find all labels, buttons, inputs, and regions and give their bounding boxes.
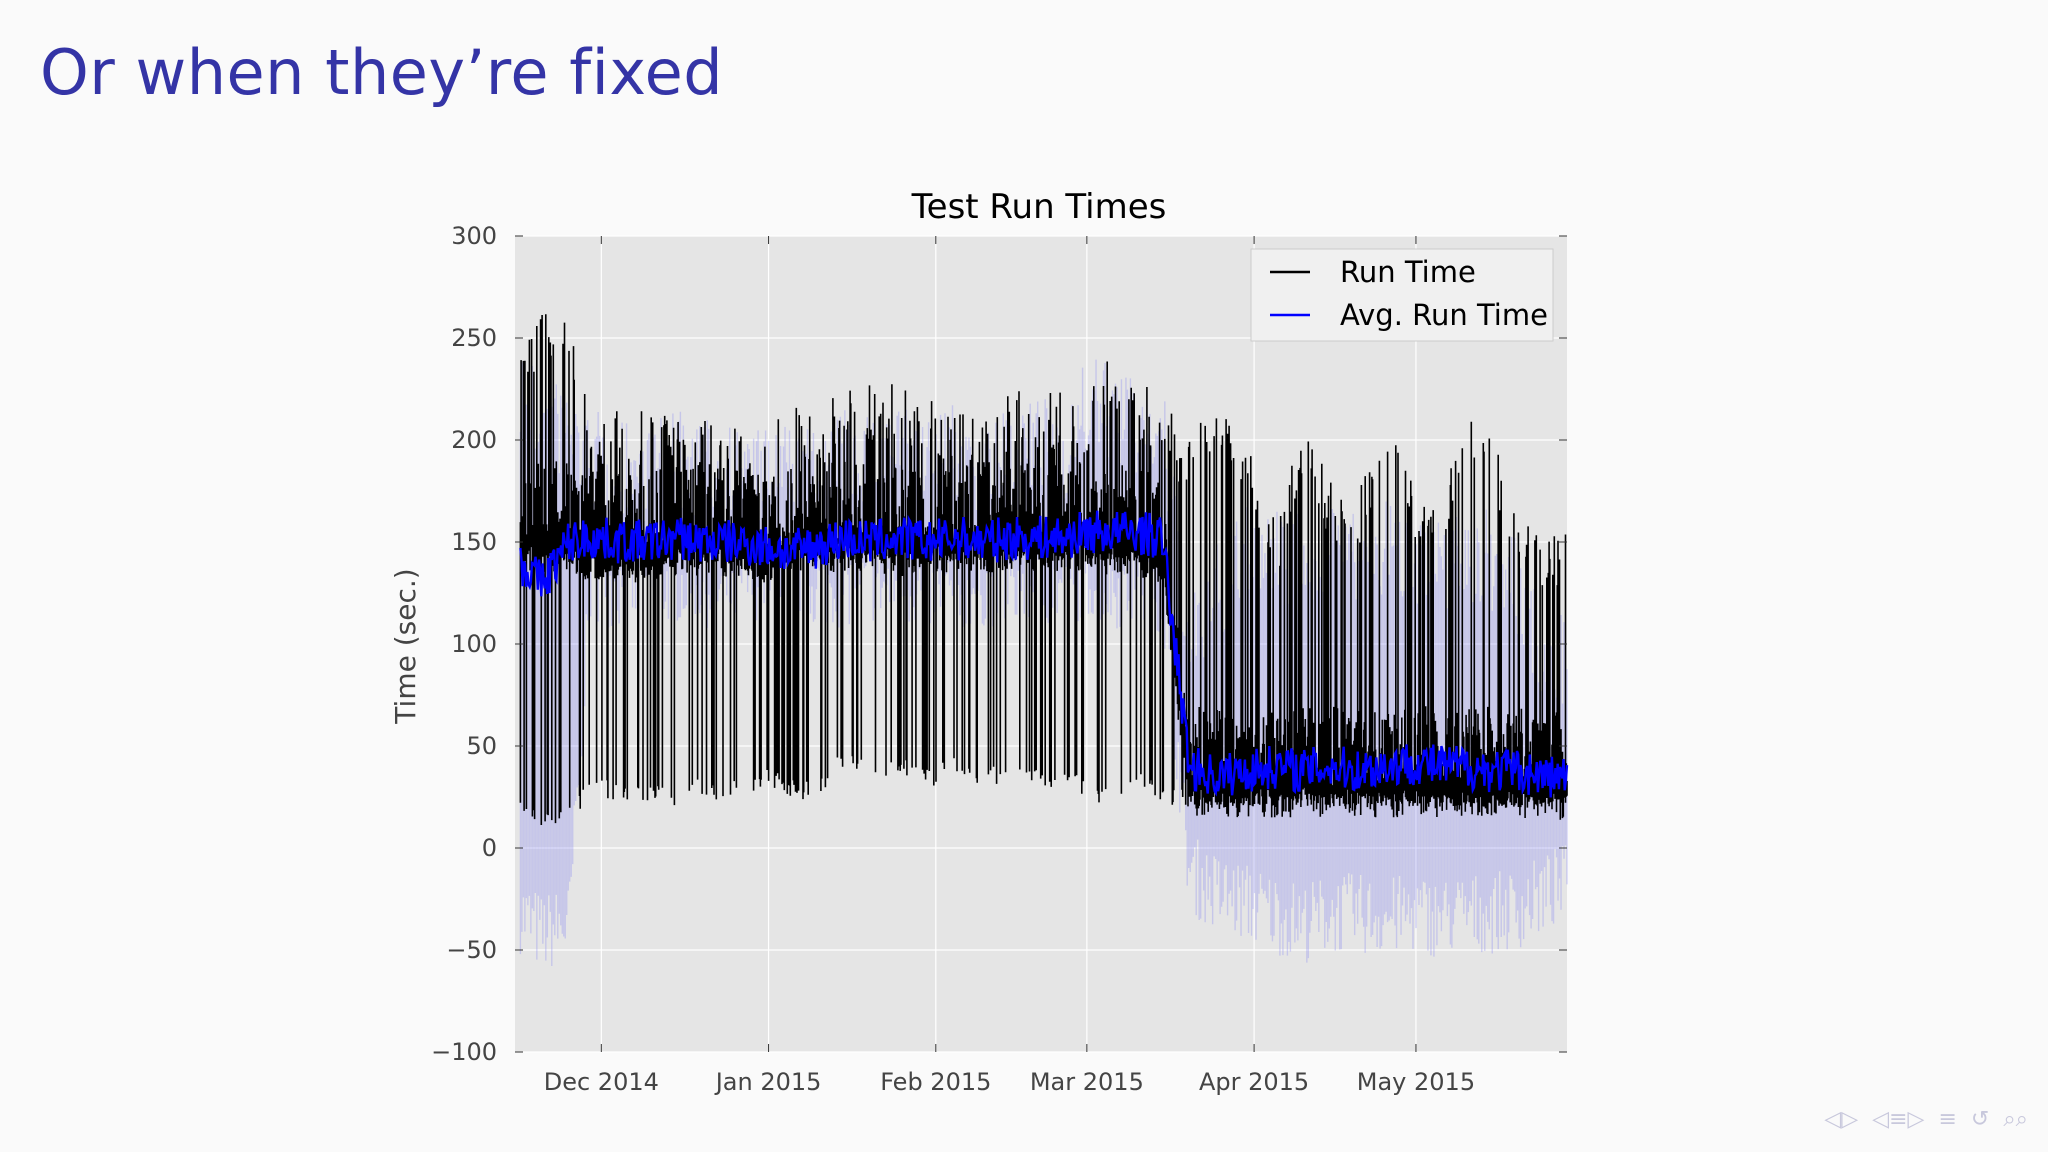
- legend-box: [1250, 248, 1554, 342]
- prev-frame-icon[interactable]: ◁≡▷: [1872, 1107, 1925, 1132]
- undo-icon[interactable]: ↺: [1970, 1107, 1990, 1132]
- y-tick-label: 300: [451, 222, 497, 250]
- y-axis-label: Time (sec.): [389, 568, 422, 724]
- slide-title: Or when they’re fixed: [40, 36, 724, 109]
- y-tick-label: −100: [431, 1038, 497, 1066]
- y-tick-label: 200: [451, 426, 497, 454]
- y-tick-label: 100: [451, 630, 497, 658]
- legend: Run Time Avg. Run Time: [1250, 248, 1554, 342]
- y-tick-label: 250: [451, 324, 497, 352]
- x-tick-label: Feb 2015: [880, 1068, 991, 1096]
- x-tick-label: Apr 2015: [1199, 1068, 1309, 1096]
- x-tick-label: May 2015: [1357, 1068, 1475, 1096]
- avg-run-time-series: [519, 510, 1569, 798]
- avg-run-time-line: [519, 510, 1569, 798]
- y-tick-label: 0: [482, 834, 497, 862]
- legend-run-time-label: Run Time: [1340, 255, 1476, 289]
- x-tick-label: Jan 2015: [714, 1068, 822, 1096]
- y-tick-label: −50: [446, 936, 497, 964]
- search-icon[interactable]: ⌕⌕: [2003, 1107, 2028, 1132]
- x-tick-label: Mar 2015: [1030, 1068, 1144, 1096]
- legend-avg-run-time-label: Avg. Run Time: [1340, 298, 1548, 332]
- beamer-navigation: ◁▷ ◁≡▷ ≡ ↺ ⌕⌕: [1824, 1107, 2028, 1132]
- y-tick-label: 50: [466, 732, 497, 760]
- y-tick-label: 150: [451, 528, 497, 556]
- first-frame-icon[interactable]: ◁▷: [1824, 1107, 1859, 1132]
- chart-title: Test Run Times: [911, 187, 1167, 227]
- section-icon[interactable]: ≡: [1938, 1107, 1957, 1132]
- x-tick-label: Dec 2014: [544, 1068, 659, 1096]
